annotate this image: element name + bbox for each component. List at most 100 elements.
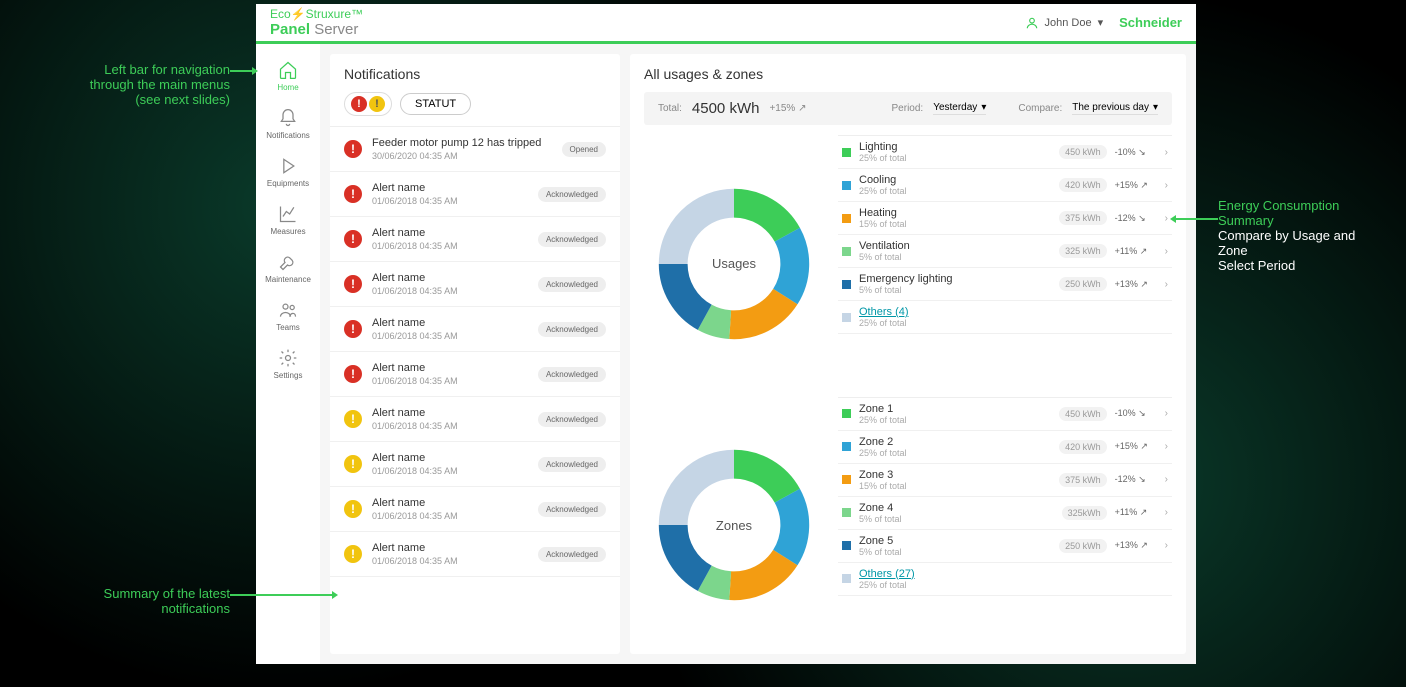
color-swatch (842, 541, 851, 550)
notification-row[interactable]: ! Feeder motor pump 12 has tripped30/06/… (330, 127, 620, 172)
color-swatch (842, 475, 851, 484)
notification-row[interactable]: ! Alert name01/06/2018 04:35 AM Acknowle… (330, 262, 620, 307)
notification-list: ! Feeder motor pump 12 has tripped30/06/… (330, 127, 620, 654)
alert-icon: ! (344, 275, 362, 293)
color-swatch (842, 181, 851, 190)
chevron-right-icon: › (1165, 441, 1168, 452)
status-badge: Acknowledged (538, 412, 606, 427)
nav-measures[interactable]: Measures (256, 196, 320, 244)
status-badge: Acknowledged (538, 457, 606, 472)
alert-icon: ! (344, 320, 362, 338)
status-badge: Acknowledged (538, 322, 606, 337)
nav-home[interactable]: Home (256, 52, 320, 100)
annotation-notif: Summary of the latest notifications (30, 586, 230, 616)
legend-row[interactable]: Cooling25% of total 420 kWh +15% ↗ › (838, 169, 1172, 202)
color-swatch (842, 313, 851, 322)
annotation-nav: Left bar for navigation through the main… (30, 62, 230, 107)
nav-notifications[interactable]: Notifications (256, 100, 320, 148)
notification-row[interactable]: ! Alert name01/06/2018 04:35 AM Acknowle… (330, 532, 620, 577)
alert-icon: ! (344, 185, 362, 203)
notification-row[interactable]: ! Alert name01/06/2018 04:35 AM Acknowle… (330, 442, 620, 487)
alert-icon: ! (344, 500, 362, 518)
brand-logo: Eco⚡Struxure™ Panel Server (270, 7, 363, 38)
nav-teams[interactable]: Teams (256, 292, 320, 340)
usages-title: All usages & zones (630, 54, 1186, 92)
status-badge: Acknowledged (538, 547, 606, 562)
status-badge: Acknowledged (538, 502, 606, 517)
alert-icon: ! (344, 410, 362, 428)
chevron-right-icon: › (1165, 180, 1168, 191)
compare-label: Compare: (1018, 103, 1062, 114)
status-badge: Acknowledged (538, 277, 606, 292)
statut-button[interactable]: STATUT (400, 93, 471, 115)
legend-row[interactable]: Zone 125% of total 450 kWh -10% ↘ › (838, 398, 1172, 431)
alert-icon: ! (344, 545, 362, 563)
user-icon (1025, 16, 1039, 30)
legend-row[interactable]: Emergency lighting5% of total 250 kWh +1… (838, 268, 1172, 301)
alert-icon: ! (344, 230, 362, 248)
user-menu[interactable]: John Doe ▾ (1025, 16, 1104, 30)
notification-row[interactable]: ! Alert name01/06/2018 04:35 AM Acknowle… (330, 352, 620, 397)
color-swatch (842, 508, 851, 517)
chevron-right-icon: › (1165, 213, 1168, 224)
usage-donut-label: Usages (712, 256, 756, 271)
chevron-right-icon: › (1165, 408, 1168, 419)
notification-row[interactable]: ! Alert name01/06/2018 04:35 AM Acknowle… (330, 307, 620, 352)
nav-equipments[interactable]: Equipments (256, 148, 320, 196)
alert-yellow-icon: ! (369, 96, 385, 112)
zone-legend: Zone 125% of total 450 kWh -10% ↘ › Zone… (838, 397, 1172, 655)
chevron-right-icon: › (1165, 147, 1168, 158)
legend-row[interactable]: Zone 315% of total 375 kWh -12% ↘ › (838, 464, 1172, 497)
legend-row[interactable]: Others (27)25% of total (838, 563, 1172, 596)
color-swatch (842, 148, 851, 157)
legend-row[interactable]: Zone 45% of total 325kWh +11% ↗ › (838, 497, 1172, 530)
period-select[interactable]: Yesterday ▾ (933, 102, 986, 115)
chevron-right-icon: › (1165, 507, 1168, 518)
chevron-right-icon: › (1165, 474, 1168, 485)
status-badge: Acknowledged (538, 187, 606, 202)
color-swatch (842, 574, 851, 583)
alert-icon: ! (344, 455, 362, 473)
alert-red-icon: ! (351, 96, 367, 112)
legend-row[interactable]: Lighting25% of total 450 kWh -10% ↘ › (838, 136, 1172, 169)
bell-icon (278, 108, 298, 128)
color-swatch (842, 409, 851, 418)
company-logo: Schneider (1119, 15, 1182, 30)
legend-row[interactable]: Zone 55% of total 250 kWh +13% ↗ › (838, 530, 1172, 563)
team-icon (278, 300, 298, 320)
compare-select[interactable]: The previous day ▾ (1072, 102, 1158, 115)
nav-settings[interactable]: Settings (256, 340, 320, 388)
legend-row[interactable]: Zone 225% of total 420 kWh +15% ↗ › (838, 431, 1172, 464)
chevron-right-icon: › (1165, 246, 1168, 257)
color-swatch (842, 214, 851, 223)
notification-row[interactable]: ! Alert name01/06/2018 04:35 AM Acknowle… (330, 487, 620, 532)
notification-row[interactable]: ! Alert name01/06/2018 04:35 AM Acknowle… (330, 217, 620, 262)
legend-row[interactable]: Others (4)25% of total (838, 301, 1172, 334)
sidebar: HomeNotificationsEquipmentsMeasuresMaint… (256, 44, 320, 664)
notification-row[interactable]: ! Alert name01/06/2018 04:35 AM Acknowle… (330, 397, 620, 442)
top-header: Eco⚡Struxure™ Panel Server John Doe ▾ Sc… (256, 4, 1196, 44)
gear-icon (278, 348, 298, 368)
notifications-title: Notifications (330, 54, 620, 92)
zone-donut: Zones (644, 397, 824, 655)
wrench-icon (278, 252, 298, 272)
zone-chart-block: Zones Zone 125% of total 450 kWh -10% ↘ … (644, 397, 1172, 655)
nav-maintenance[interactable]: Maintenance (256, 244, 320, 292)
severity-filter[interactable]: ! ! (344, 92, 392, 116)
usage-chart-block: Usages Lighting25% of total 450 kWh -10%… (644, 135, 1172, 393)
total-delta: +15% ↗ (769, 103, 806, 114)
notifications-panel: Notifications ! ! STATUT ! Feeder motor … (330, 54, 620, 654)
legend-row[interactable]: Heating15% of total 375 kWh -12% ↘ › (838, 202, 1172, 235)
period-label: Period: (892, 103, 924, 114)
play-icon (278, 156, 298, 176)
total-label: Total: (658, 103, 682, 114)
user-name: John Doe (1045, 17, 1092, 29)
color-swatch (842, 247, 851, 256)
usages-panel: All usages & zones Total: 4500 kWh +15% … (630, 54, 1186, 654)
stats-bar: Total: 4500 kWh +15% ↗ Period: Yesterday… (644, 92, 1172, 125)
notification-row[interactable]: ! Alert name01/06/2018 04:35 AM Acknowle… (330, 172, 620, 217)
color-swatch (842, 280, 851, 289)
usage-legend: Lighting25% of total 450 kWh -10% ↘ › Co… (838, 135, 1172, 393)
legend-row[interactable]: Ventilation5% of total 325 kWh +11% ↗ › (838, 235, 1172, 268)
alert-icon: ! (344, 365, 362, 383)
